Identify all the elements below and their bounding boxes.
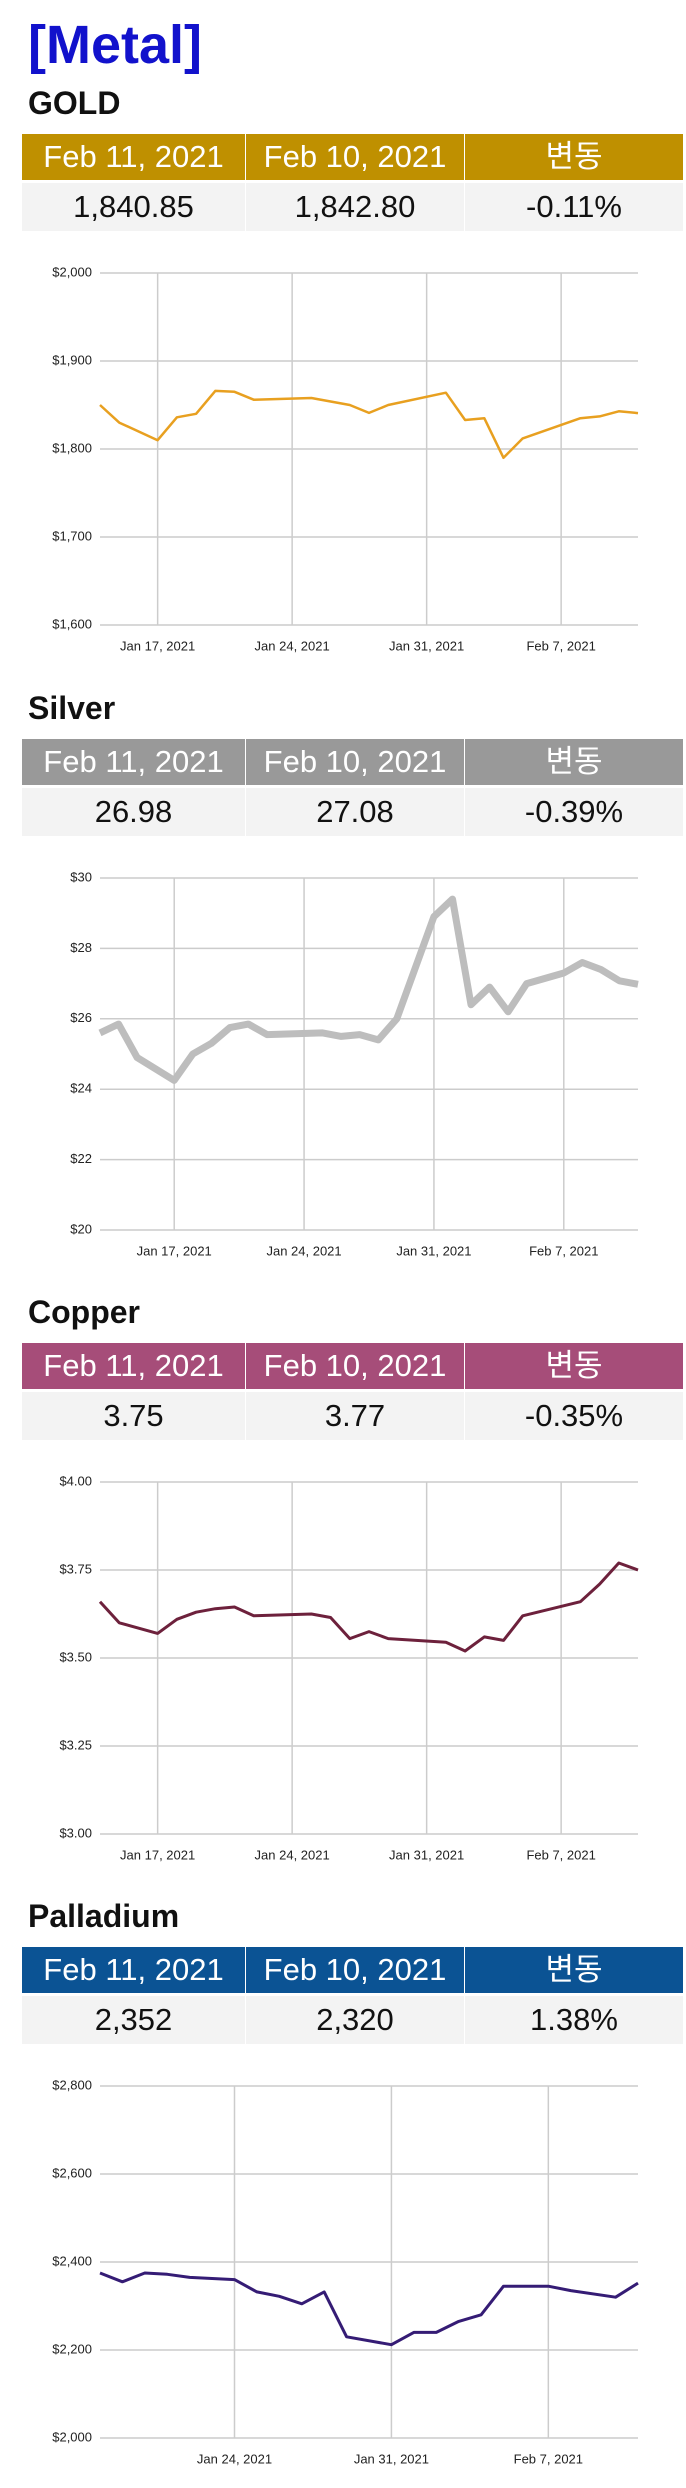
- table-header: 변동: [465, 134, 683, 180]
- y-tick-label: $28: [70, 940, 92, 955]
- y-tick-label: $20: [70, 1221, 92, 1236]
- table-header: Feb 10, 2021: [246, 1947, 464, 1993]
- table-cell: -0.39%: [465, 788, 683, 836]
- line-chart: $3.00 $3.25 $3.50 $3.75 $4.00 Jan 17, 2021 Jan…: [59, 1473, 639, 1862]
- page-title: [Metal]: [28, 15, 202, 75]
- y-tick-label: $1,900: [52, 352, 92, 367]
- section-name: Palladium: [28, 1898, 180, 1934]
- x-tick-label: Feb 7, 2021: [529, 1243, 598, 1258]
- table-header: Feb 11, 2021: [22, 1947, 245, 1993]
- y-tick-label: $2,200: [52, 2341, 92, 2356]
- y-tick-label: $26: [70, 1010, 92, 1025]
- x-tick-label: Jan 31, 2021: [389, 638, 464, 653]
- y-tick-label: $3.00: [59, 1825, 92, 1840]
- table-header: 변동: [465, 1343, 683, 1389]
- y-tick-label: $3.50: [59, 1649, 92, 1664]
- section-name: Copper: [28, 1294, 140, 1330]
- y-tick-label: $30: [70, 869, 92, 884]
- y-tick-label: $2,000: [52, 264, 92, 279]
- x-tick-label: Feb 7, 2021: [526, 1847, 595, 1862]
- table-cell: 3.77: [246, 1392, 464, 1440]
- table-cell: 27.08: [246, 788, 464, 836]
- y-tick-label: $2,600: [52, 2165, 92, 2180]
- y-tick-label: $2,400: [52, 2253, 92, 2268]
- table-cell: -0.11%: [465, 183, 683, 231]
- section-name: GOLD: [28, 85, 121, 121]
- price-line: [99, 389, 639, 460]
- y-tick-label: $2,000: [52, 2429, 92, 2444]
- x-tick-label: Feb 7, 2021: [526, 638, 595, 653]
- table-header: Feb 10, 2021: [246, 1343, 464, 1389]
- x-tick-label: Jan 31, 2021: [389, 1847, 464, 1862]
- table-cell: 1,840.85: [22, 183, 245, 231]
- x-tick-label: Jan 17, 2021: [120, 638, 195, 653]
- x-tick-label: Jan 24, 2021: [197, 2451, 272, 2466]
- table-header: Feb 11, 2021: [22, 739, 245, 785]
- x-tick-label: Jan 31, 2021: [354, 2451, 429, 2466]
- table-cell: -0.35%: [465, 1392, 683, 1440]
- table-header: Feb 10, 2021: [246, 739, 464, 785]
- table-cell: 3.75: [22, 1392, 245, 1440]
- table-header: Feb 10, 2021: [246, 134, 464, 180]
- table-cell: 2,320: [246, 1996, 464, 2044]
- table-header: 변동: [465, 739, 683, 785]
- table-cell: 2,352: [22, 1996, 245, 2044]
- x-tick-label: Jan 31, 2021: [396, 1243, 471, 1258]
- table-header: Feb 11, 2021: [22, 134, 245, 180]
- table-cell: 1.38%: [465, 1996, 683, 2044]
- y-tick-label: $3.25: [59, 1737, 92, 1752]
- x-tick-label: Jan 17, 2021: [137, 1243, 212, 1258]
- x-tick-label: Feb 7, 2021: [514, 2451, 583, 2466]
- table-cell: 26.98: [22, 788, 245, 836]
- y-tick-label: $1,600: [52, 616, 92, 631]
- line-chart: $1,600 $1,700 $1,800 $1,900 $2,000 Jan 17, 20…: [52, 264, 639, 653]
- line-chart: $2,000 $2,200 $2,400 $2,600 $2,800 Jan 24, 20…: [52, 2077, 639, 2466]
- table-header: 변동: [465, 1947, 683, 1993]
- table-cell: 1,842.80: [246, 183, 464, 231]
- table-header: Feb 11, 2021: [22, 1343, 245, 1389]
- x-tick-label: Jan 17, 2021: [120, 1847, 195, 1862]
- price-line: [99, 2271, 639, 2347]
- y-tick-label: $3.75: [59, 1561, 92, 1576]
- section-name: Silver: [28, 690, 116, 726]
- y-tick-label: $1,700: [52, 528, 92, 543]
- x-tick-label: Jan 24, 2021: [255, 1847, 330, 1862]
- y-tick-label: $4.00: [59, 1473, 92, 1488]
- x-tick-label: Jan 24, 2021: [266, 1243, 341, 1258]
- line-chart: $20 $22 $24 $26 $28 $30 Jan 17, 2021 Jan 24, 20…: [70, 869, 639, 1258]
- x-tick-label: Jan 24, 2021: [255, 638, 330, 653]
- price-line: [98, 1561, 639, 1653]
- price-line: [98, 895, 639, 1084]
- y-tick-label: $22: [70, 1151, 92, 1166]
- y-tick-label: $24: [70, 1081, 92, 1096]
- y-tick-label: $2,800: [52, 2077, 92, 2092]
- y-tick-label: $1,800: [52, 440, 92, 455]
